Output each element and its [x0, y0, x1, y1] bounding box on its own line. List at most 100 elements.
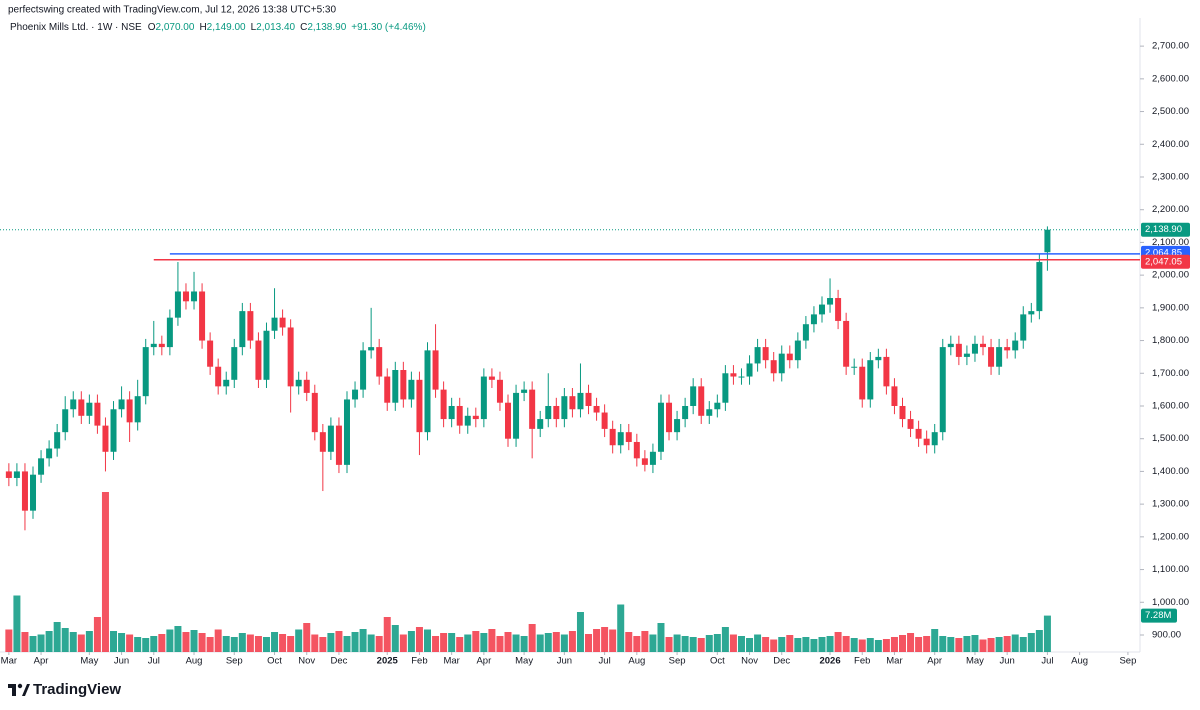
candle-body [199, 291, 206, 341]
candle-body [786, 353, 793, 361]
volume-bar [987, 638, 995, 652]
candle-body [1012, 340, 1019, 351]
volume-bar [520, 636, 528, 652]
x-tick-label: 2025 [377, 656, 399, 667]
volume-bar [681, 636, 689, 652]
candle-body [698, 386, 705, 416]
candle-body [1036, 262, 1043, 312]
volume-bar [415, 627, 423, 652]
candle-body [54, 432, 61, 449]
candle-body [810, 314, 817, 325]
volume-bar [496, 636, 504, 652]
candle-body [13, 471, 20, 478]
candle-body [158, 343, 165, 348]
x-tick-label: Apr [927, 656, 942, 667]
volume-bar [737, 636, 745, 652]
candle-body [472, 415, 479, 420]
volume-bar [528, 624, 536, 652]
y-tick-label: 2,600.00 [1152, 73, 1189, 84]
volume-bar [593, 629, 601, 652]
candle-body [835, 298, 842, 321]
volume-bar [842, 636, 850, 652]
volume-bar [29, 636, 37, 652]
volume-bar [424, 629, 431, 652]
candle-body [424, 350, 431, 433]
volume-bar [77, 634, 85, 652]
volume-bar [166, 629, 174, 652]
volume-bar [939, 636, 947, 652]
candle-body [545, 405, 552, 420]
candle-body [166, 317, 173, 348]
ohlc-value: 2,149.00 [207, 22, 246, 33]
y-tick-label: 1,400.00 [1152, 466, 1189, 477]
volume-bar [375, 636, 383, 652]
candle-body [955, 343, 962, 357]
credit: perfectswing created with TradingView.co… [8, 5, 336, 16]
volume-bar [407, 631, 415, 652]
x-tick-label: May [80, 656, 98, 667]
x-tick-label: Aug [1071, 656, 1088, 667]
candle-body [585, 392, 592, 406]
candle-body [641, 458, 648, 465]
volume-bar [13, 595, 21, 652]
volume-bar [963, 636, 971, 652]
x-tick-label: Apr [34, 656, 49, 667]
candle-body [78, 399, 85, 416]
x-tick-label: Sep [1119, 656, 1136, 667]
volume-bar [1027, 633, 1035, 652]
volume-bar [697, 638, 705, 652]
candle-body [456, 405, 463, 426]
y-tick-label: 2,100.00 [1152, 237, 1189, 248]
candle-body [980, 343, 987, 348]
volume-bar [609, 629, 617, 652]
candle-body [343, 399, 350, 465]
volume-bar [399, 634, 407, 652]
y-tick-label: 1,800.00 [1152, 335, 1189, 346]
candle-body [666, 402, 673, 433]
volume-bar [391, 625, 399, 652]
x-tick-label: Feb [411, 656, 427, 667]
volume-bar [456, 637, 464, 652]
candle-body [448, 405, 455, 420]
candle-body [5, 471, 12, 478]
volume-bar [826, 636, 834, 652]
volume-bar [705, 635, 713, 652]
volume-bar [158, 634, 166, 652]
x-tick-label: Sep [669, 656, 686, 667]
legend-header: Phoenix Mills Ltd. · 1W · NSE O2,070.00 H2… [10, 22, 426, 33]
y-tick-label: 1,700.00 [1152, 368, 1189, 379]
volume-bar [834, 632, 842, 652]
candle-body [778, 353, 785, 374]
volume-bar [633, 636, 641, 652]
candle-body [142, 347, 149, 397]
volume-bar [5, 629, 13, 652]
volume-bar [432, 636, 440, 652]
x-tick-label: 2026 [819, 656, 840, 667]
candle-body [561, 396, 568, 420]
x-tick-label: Aug [186, 656, 203, 667]
candle-body [859, 366, 866, 400]
candle-body [996, 347, 1003, 367]
candle-body [360, 350, 367, 390]
x-tick-label: Jul [1041, 656, 1053, 667]
symbol-title: Phoenix Mills Ltd. · 1W · NSE [10, 22, 142, 33]
candle-body [182, 291, 189, 302]
candle-body [38, 458, 45, 475]
volume-bar [206, 637, 214, 652]
y-tick-label: 900.00 [1152, 630, 1181, 641]
volume-bar [947, 637, 955, 652]
x-tick-label: Mar [443, 656, 459, 667]
last-price-label: 2,138.90 [1145, 224, 1182, 235]
volume-bar [238, 633, 246, 652]
candle-body [931, 432, 938, 446]
x-tick-label: Jul [148, 656, 160, 667]
volume-bar [810, 639, 818, 652]
brand: TradingView [33, 681, 121, 698]
x-tick-label: Oct [710, 656, 725, 667]
volume-bar [222, 636, 230, 652]
candle-body [867, 360, 874, 400]
ohlc-label: L [251, 22, 257, 33]
volume-bar [649, 634, 657, 652]
candle-body [1044, 229, 1051, 253]
